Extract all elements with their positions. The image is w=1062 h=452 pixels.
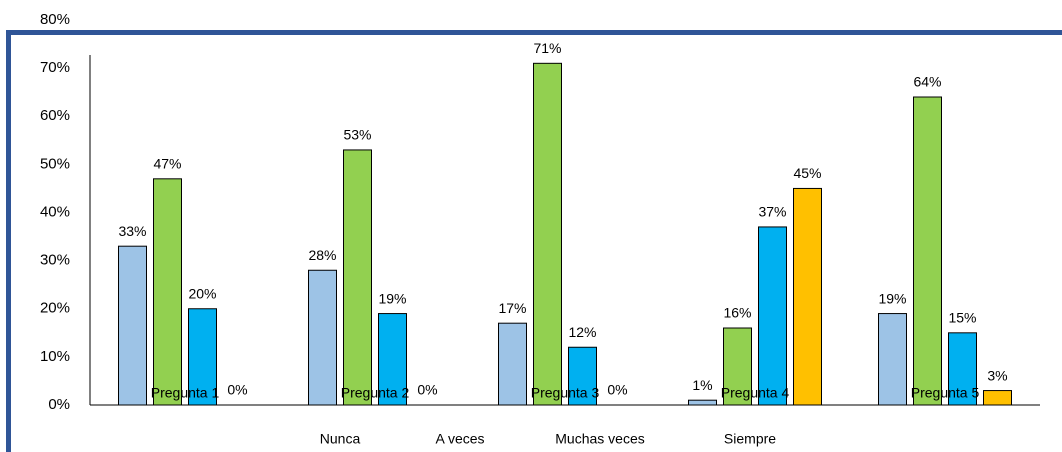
y-tick-label: 30% (40, 252, 70, 269)
x-tick-label: Pregunta 1 (151, 385, 220, 401)
bar (498, 322, 527, 406)
data-label: 47% (153, 156, 181, 172)
frame-top (6, 30, 1062, 35)
y-tick-label: 80% (40, 11, 70, 28)
data-label: 3% (987, 367, 1007, 383)
data-label: 53% (343, 127, 371, 143)
bar (688, 399, 717, 406)
y-tick-label: 10% (40, 348, 70, 365)
data-label: 33% (118, 223, 146, 239)
data-label: 17% (498, 300, 526, 316)
data-label: 1% (692, 377, 712, 393)
bar (188, 308, 217, 406)
y-tick-label: 50% (40, 155, 70, 172)
bar (343, 149, 372, 406)
bar (878, 313, 907, 406)
data-label: 16% (723, 305, 751, 321)
bar (758, 226, 787, 406)
legend-label: Siempre (724, 431, 776, 447)
y-tick-label: 70% (40, 59, 70, 76)
x-tick-label: Pregunta 3 (531, 385, 600, 401)
bar (378, 313, 407, 406)
data-label: 19% (378, 290, 406, 306)
data-label: 0% (607, 382, 627, 398)
y-tick-label: 40% (40, 203, 70, 220)
bar (568, 346, 597, 406)
bar (118, 245, 147, 406)
bar (533, 62, 562, 406)
data-label: 12% (568, 324, 596, 340)
legend-label: Nunca (320, 431, 361, 447)
frame-left (6, 30, 11, 452)
y-tick-label: 0% (48, 396, 70, 413)
x-tick-label: Pregunta 2 (341, 385, 410, 401)
data-label: 71% (533, 40, 561, 56)
data-label: 15% (948, 310, 976, 326)
bar (153, 178, 182, 406)
bar (793, 187, 822, 406)
data-label: 28% (308, 247, 336, 263)
bar (948, 332, 977, 406)
y-tick-label: 20% (40, 300, 70, 317)
legend-label: Muchas veces (555, 431, 644, 447)
data-label: 0% (227, 382, 247, 398)
bar (983, 390, 1012, 406)
data-label: 0% (417, 382, 437, 398)
data-label: 20% (188, 285, 216, 301)
x-tick-label: Pregunta 4 (721, 385, 790, 401)
data-label: 37% (758, 204, 786, 220)
bar (723, 327, 752, 406)
x-tick-label: Pregunta 5 (911, 385, 980, 401)
y-tick-label: 60% (40, 107, 70, 124)
data-label: 45% (793, 165, 821, 181)
bar (308, 269, 337, 406)
bar (913, 96, 942, 406)
data-label: 19% (878, 290, 906, 306)
legend-label: A veces (435, 431, 484, 447)
data-label: 64% (913, 74, 941, 90)
